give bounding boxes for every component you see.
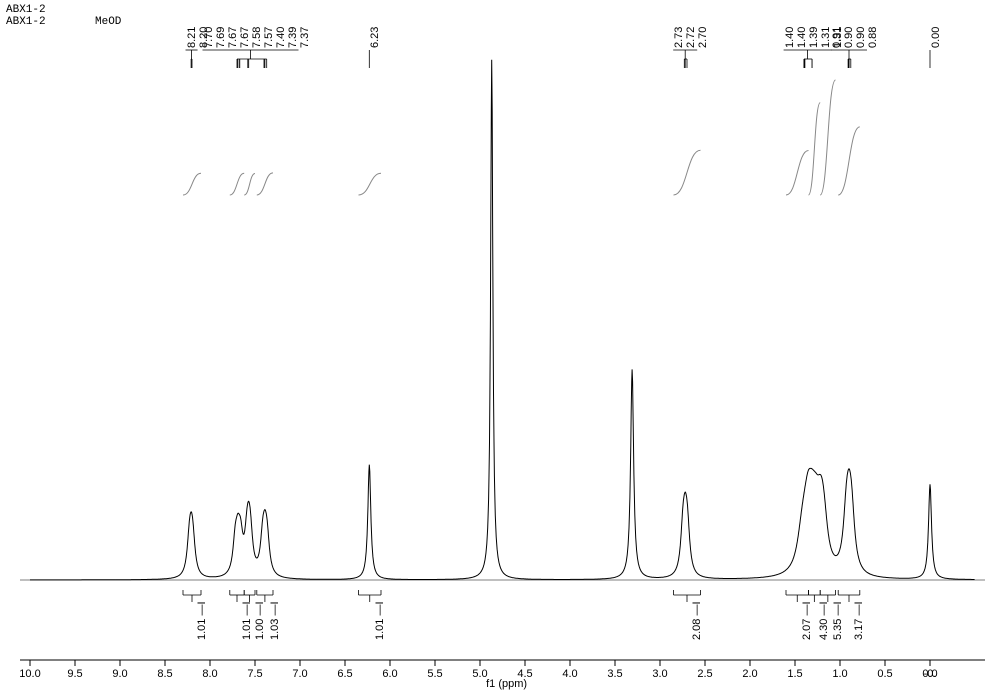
peak-ppm-label: 1.40	[784, 27, 796, 48]
axis-tick-label: 2.0	[742, 668, 757, 680]
peak-ppm-label: 7.58	[251, 27, 263, 48]
peak-ppm-label: 0.90	[843, 27, 855, 48]
integration-value-label: 1.00 —I	[254, 601, 266, 640]
axis-tick-label: 7.5	[247, 668, 262, 680]
integration-value-label: 4.30 —I	[818, 601, 830, 640]
peak-ppm-label: 1.39	[808, 27, 820, 48]
peak-ppm-label: 0.88	[867, 27, 879, 48]
axis-tick-label: 10.0	[19, 668, 40, 680]
axis-tick-label: 6.5	[337, 668, 352, 680]
axis-tick-label: 3.0	[652, 668, 667, 680]
peak-ppm-label: 7.40	[275, 27, 287, 48]
peak-ppm-label: 1.40	[796, 27, 808, 48]
axis-tick-label: 0.5	[877, 668, 892, 680]
integration-value-label: 5.35 —I	[832, 601, 844, 640]
peak-ppm-label: 6.23	[369, 27, 381, 48]
axis-tick-label: 9.0	[112, 668, 127, 680]
peak-ppm-label: 7.69	[215, 27, 227, 48]
axis-tick-label: 1.5	[787, 668, 802, 680]
integration-value-label: 2.07 —I	[801, 601, 813, 640]
peak-ppm-label: 7.37	[299, 27, 311, 48]
peak-ppm-label: 7.67	[227, 27, 239, 48]
axis-tick-label: 3.5	[607, 668, 622, 680]
integration-value-label: 3.17 —I	[853, 601, 865, 640]
peak-ppm-label: 0.91	[831, 27, 843, 48]
integration-value-label: 2.08 —I	[691, 601, 703, 640]
nmr-spectrum-figure: ABX1-2 ABX1-2 MeOD 8.218.207.707.697.677…	[0, 0, 1000, 700]
axis-tick-label: 4.0	[562, 668, 577, 680]
axis-tick-label: 7.0	[292, 668, 307, 680]
peak-ppm-label: 0.00	[930, 27, 942, 48]
integration-value-label: 1.01 —I	[241, 601, 253, 640]
peak-ppm-label: 7.57	[263, 27, 275, 48]
peak-ppm-label: 7.70	[203, 27, 215, 48]
axis-tick-label: 1.0	[832, 668, 847, 680]
axis-tick-label: 8.5	[157, 668, 172, 680]
integration-value-label: 1.01 —I	[374, 601, 386, 640]
peak-ppm-label: 2.72	[685, 27, 697, 48]
peak-ppm-label: 8.21	[186, 27, 198, 48]
peak-ppm-label: 1.31	[820, 27, 832, 48]
peak-ppm-label: 7.67	[239, 27, 251, 48]
peak-ppm-label: 2.73	[673, 27, 685, 48]
spectrum-svg	[0, 0, 1000, 700]
axis-tick-label: 5.5	[427, 668, 442, 680]
integration-value-label: 1.01 —I	[196, 601, 208, 640]
axis-tick-label: 9.5	[67, 668, 82, 680]
axis-tick-label: 6.0	[382, 668, 397, 680]
axis-title: f1 (ppm)	[486, 678, 527, 690]
peak-ppm-label: 0.90	[855, 27, 867, 48]
peak-ppm-label: 7.39	[287, 27, 299, 48]
axis-tick-label: -0.	[924, 668, 937, 680]
axis-tick-label: 8.0	[202, 668, 217, 680]
integration-value-label: 1.03 —I	[269, 601, 281, 640]
peak-ppm-label: 2.70	[697, 27, 709, 48]
axis-tick-label: 2.5	[697, 668, 712, 680]
